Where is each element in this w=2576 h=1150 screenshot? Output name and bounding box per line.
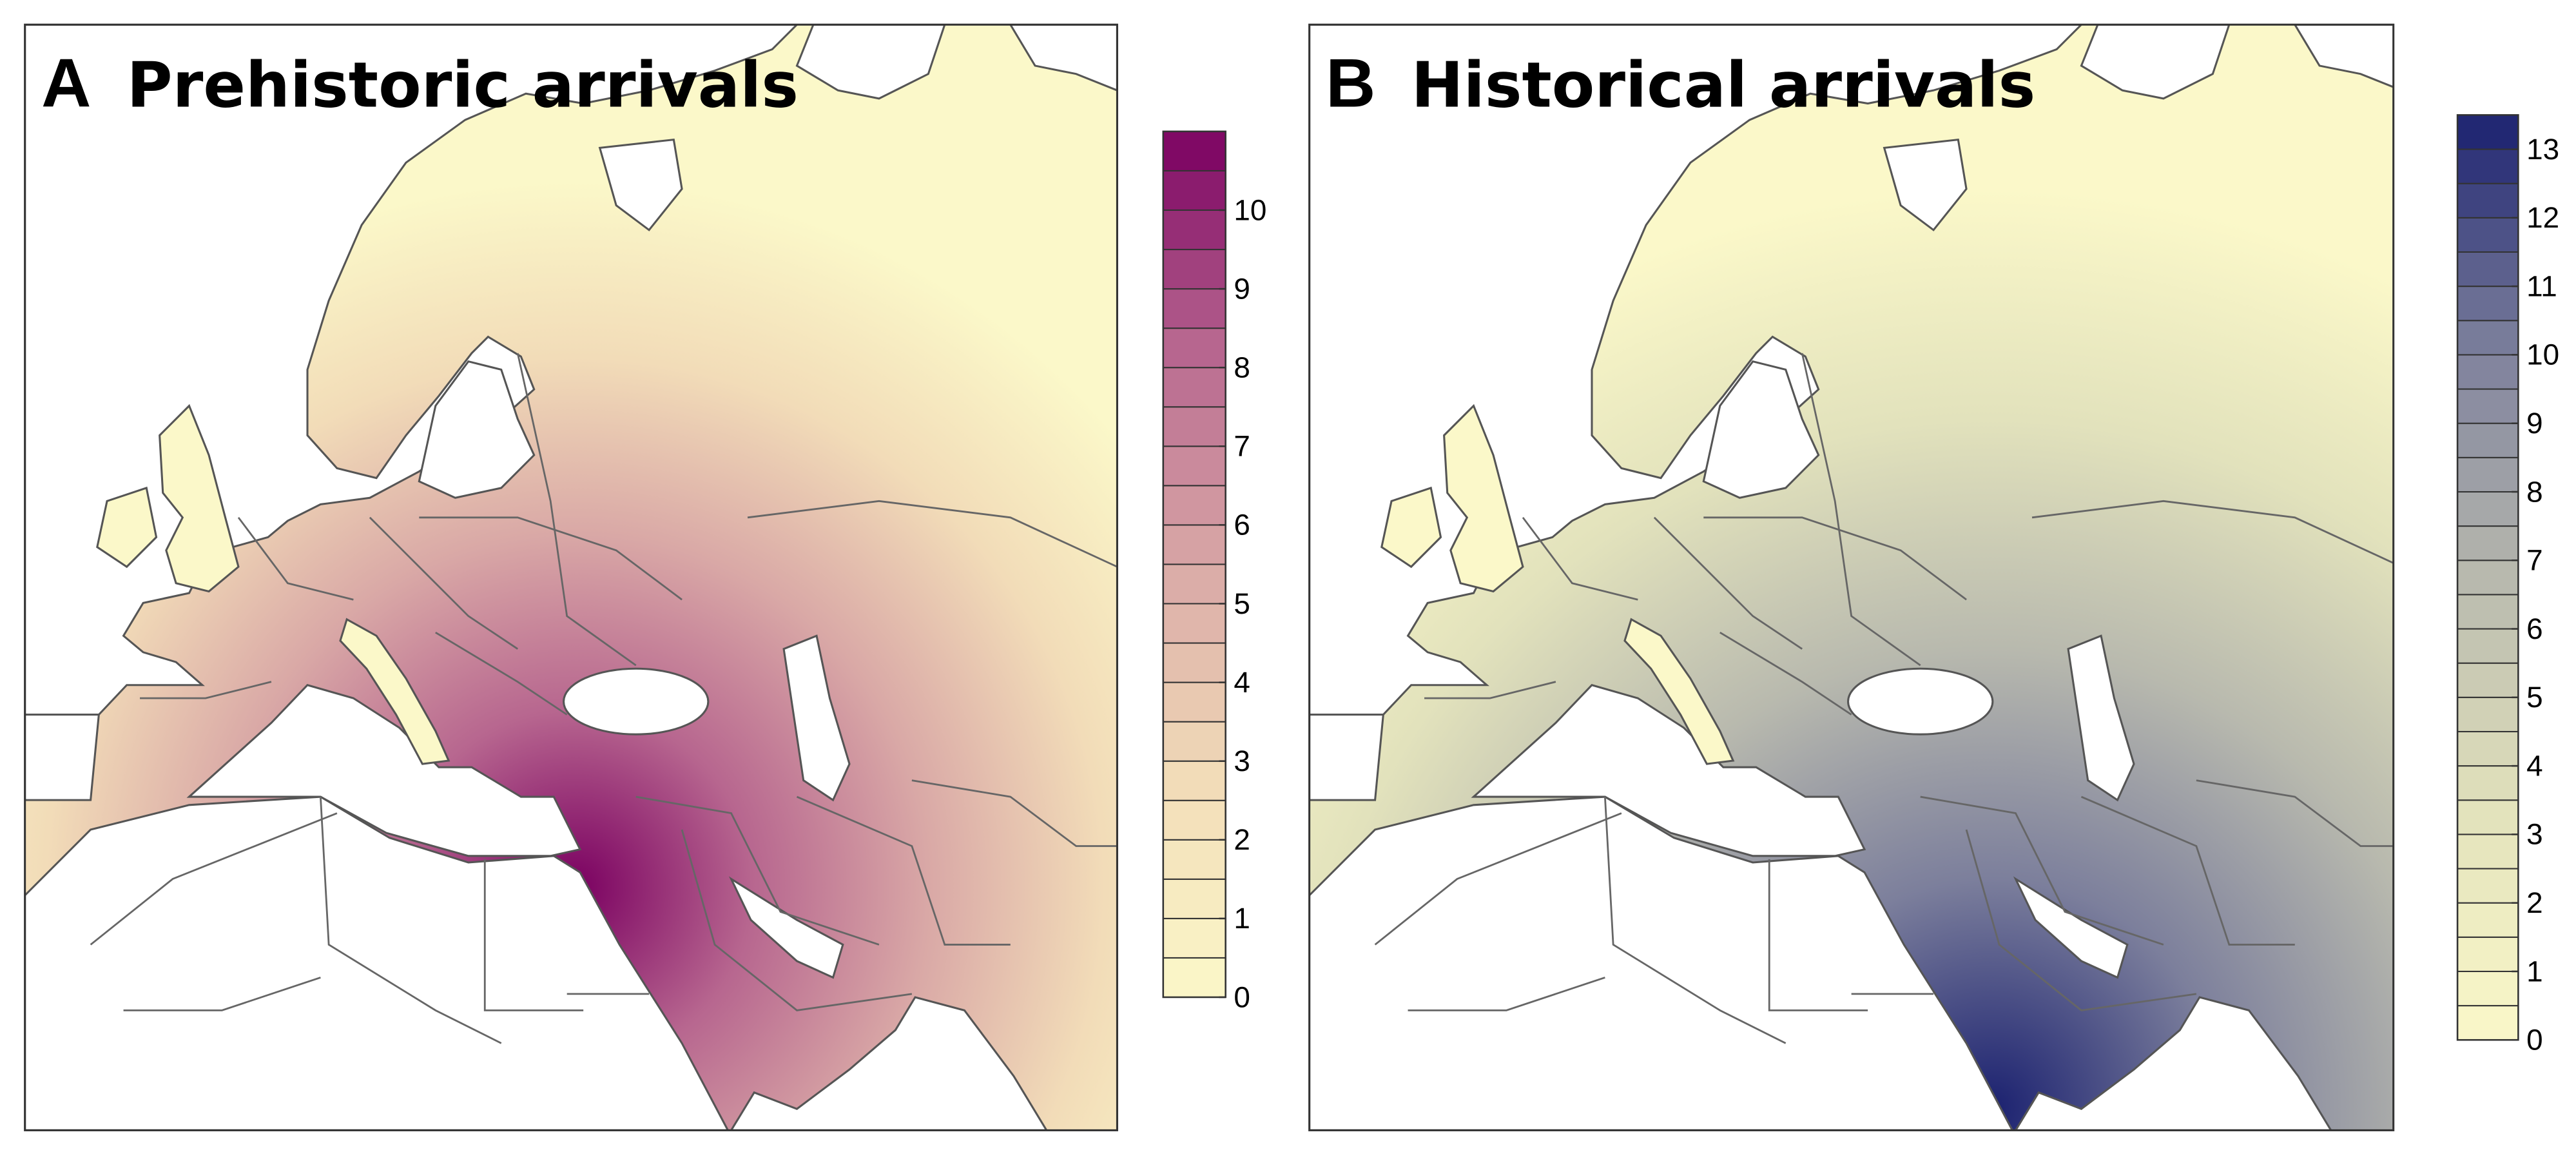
panel-title: Historical arrivals	[1411, 49, 2036, 122]
panel-title: Prehistoric arrivals	[127, 49, 799, 122]
colorbar-band	[2457, 730, 2519, 767]
colorbar-band	[2457, 799, 2519, 835]
colorbar-band	[2457, 696, 2519, 732]
colorbar-frame	[1162, 130, 1226, 999]
colorbar-tick-label: 0	[1234, 980, 1250, 1013]
colorbar-band	[1162, 681, 1226, 723]
colorbar-band	[2457, 594, 2519, 630]
colorbar-band	[1162, 839, 1226, 880]
colorbar-band	[1162, 563, 1226, 605]
colorbar-tick-label: 6	[2526, 612, 2543, 645]
colorbar-tick-label: 1	[2526, 954, 2543, 988]
colorbar-band	[1162, 603, 1226, 644]
colorbar-tick-label: 5	[1234, 587, 1250, 620]
colorbar-band	[1162, 485, 1226, 526]
map-panel: B Historical arrivals	[1308, 23, 2395, 1131]
colorbar-band	[2457, 286, 2519, 322]
colorbar-band	[2457, 936, 2519, 972]
colorbar-band	[1162, 249, 1226, 290]
colorbar-band	[2457, 388, 2519, 424]
colorbar-band	[1162, 170, 1226, 211]
colorbar-band	[1162, 760, 1226, 801]
colorbar-band	[2457, 868, 2519, 904]
colorbar-tick-label: 8	[2526, 474, 2543, 508]
colorbar-band	[2457, 251, 2519, 288]
colorbar-tick-label: 8	[1234, 350, 1250, 384]
colorbar-band	[1162, 957, 1226, 999]
colorbar-band	[2457, 182, 2519, 219]
colorbar-tick-label: 3	[2526, 817, 2543, 851]
colorbar-tick-label: 10	[2526, 338, 2559, 371]
colorbar-band	[1162, 130, 1226, 171]
colorbar-tick-label: 1	[1234, 901, 1250, 935]
colorbar-tick-label: 4	[2526, 748, 2543, 782]
colorbar-tick-label: 0	[2526, 1023, 2543, 1057]
panel-label: B	[1326, 44, 1375, 122]
colorbar-band	[2457, 456, 2519, 492]
colorbar-tick-label: 13	[2526, 132, 2559, 166]
colorbar-tick-label: 11	[2526, 269, 2557, 302]
colorbar-band	[2457, 320, 2519, 356]
colorbar-band	[1162, 721, 1226, 762]
colorbar-band	[2457, 148, 2519, 184]
colorbar-band	[1162, 524, 1226, 565]
colorbar-band	[1162, 799, 1226, 841]
colorbar-band	[2457, 525, 2519, 561]
colorbar-band	[1162, 917, 1226, 959]
colorbar-tick-label: 3	[1234, 744, 1250, 777]
colorbar-tick-label: 6	[1234, 508, 1250, 541]
colorbar-band	[2457, 628, 2519, 664]
colorbar-band	[1162, 209, 1226, 251]
colorbar-band	[1162, 288, 1226, 329]
colorbar-tick-label: 2	[1234, 823, 1250, 856]
colorbar-band	[2457, 833, 2519, 870]
colorbar-tick-label: 9	[2526, 406, 2543, 440]
colorbar-tick-label: 5	[2526, 680, 2543, 714]
colorbar-frame	[2456, 114, 2519, 1041]
colorbar-tick-label: 9	[1234, 271, 1250, 305]
colorbar-band	[2457, 662, 2519, 698]
panel-frame	[24, 23, 1118, 1131]
colorbar-band	[1162, 327, 1226, 369]
colorbar-band	[2457, 1005, 2519, 1041]
colorbar: 0 1 2 3 4 5 6 7 8 9 10	[1162, 130, 1266, 1013]
colorbar-band	[1162, 406, 1226, 447]
colorbar-tick-label: 7	[2526, 543, 2543, 577]
colorbar-tick-label: 4	[1234, 665, 1250, 699]
colorbar-tick-label: 7	[1234, 429, 1250, 463]
colorbar-band	[2457, 422, 2519, 458]
panel-label: A	[41, 44, 91, 122]
colorbar-band	[2457, 217, 2519, 253]
map-panel: A Prehistoric arrivals	[24, 23, 1118, 1131]
colorbar-band	[2457, 560, 2519, 596]
colorbar-band	[2457, 902, 2519, 938]
colorbar-band	[1162, 367, 1226, 408]
colorbar-band	[1162, 445, 1226, 487]
colorbar-band	[2457, 765, 2519, 801]
colorbar-band	[2457, 491, 2519, 527]
map-content	[24, 24, 1118, 1131]
colorbar-band	[1162, 642, 1226, 683]
colorbar-band	[2457, 114, 2519, 150]
colorbar-tick-label: 10	[1234, 193, 1266, 226]
colorbar-tick-label: 12	[2526, 200, 2559, 234]
colorbar-tick-label: 2	[2526, 886, 2543, 919]
colorbar-band	[2457, 970, 2519, 1007]
map-content	[1309, 24, 2394, 1131]
colorbar-band	[1162, 878, 1226, 919]
panel-frame	[1308, 23, 2395, 1131]
colorbar-band	[2457, 354, 2519, 390]
